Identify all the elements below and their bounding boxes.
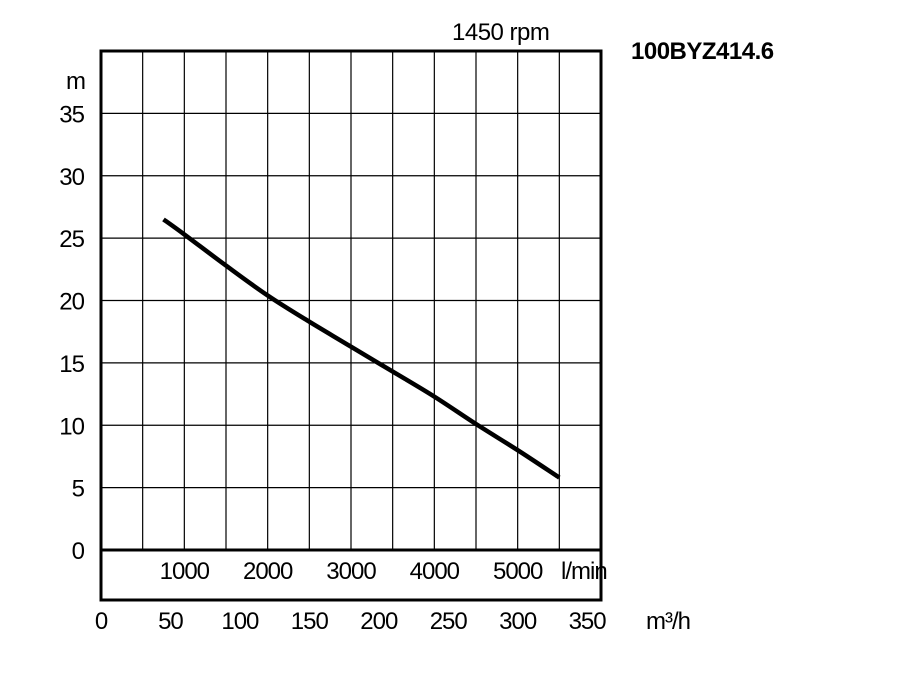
x-tick-label: 350 bbox=[569, 608, 607, 635]
lmin-tick-label: 2000 bbox=[243, 558, 293, 585]
chart-subtitle: 1450 rpm bbox=[452, 19, 549, 46]
chart-title: 100BYZ414.6 bbox=[631, 38, 774, 65]
curves bbox=[162, 217, 561, 480]
y-tick-label: 35 bbox=[59, 101, 84, 128]
grid bbox=[101, 51, 601, 550]
y-tick-label: 25 bbox=[59, 226, 84, 253]
plot-frame bbox=[99, 49, 603, 602]
lmin-tick-labels: 1000 2000 3000 4000 5000 bbox=[160, 558, 544, 585]
x-axis-unit-flow: m³/h bbox=[646, 608, 690, 635]
x-tick-label: 200 bbox=[360, 608, 398, 635]
x-tick-label: 0 bbox=[95, 608, 108, 635]
x-tick-label: 300 bbox=[499, 608, 537, 635]
lmin-tick-label: 3000 bbox=[326, 558, 376, 585]
head-flow-curve bbox=[162, 217, 561, 480]
lmin-tick-label: 1000 bbox=[160, 558, 210, 585]
x-tick-label: 100 bbox=[221, 608, 259, 635]
x-tick-label: 150 bbox=[291, 608, 329, 635]
y-tick-label: 0 bbox=[72, 538, 85, 565]
lmin-tick-label: 4000 bbox=[410, 558, 460, 585]
y-tick-labels: 0 5 10 15 20 25 30 35 bbox=[59, 101, 85, 565]
y-tick-label: 5 bbox=[72, 476, 85, 503]
y-tick-label: 10 bbox=[59, 413, 84, 440]
y-tick-label: 30 bbox=[59, 164, 84, 191]
x-axis-unit-lmin: l/min bbox=[561, 558, 607, 585]
y-axis-unit: m bbox=[66, 68, 85, 95]
y-tick-label: 15 bbox=[59, 351, 84, 378]
lmin-tick-label: 5000 bbox=[493, 558, 543, 585]
x-tick-labels: 0 50 100 150 200 250 300 350 bbox=[95, 608, 607, 635]
x-tick-label: 50 bbox=[158, 608, 183, 635]
y-tick-label: 20 bbox=[59, 289, 84, 316]
plot-border bbox=[99, 49, 603, 552]
x-tick-label: 250 bbox=[430, 608, 468, 635]
